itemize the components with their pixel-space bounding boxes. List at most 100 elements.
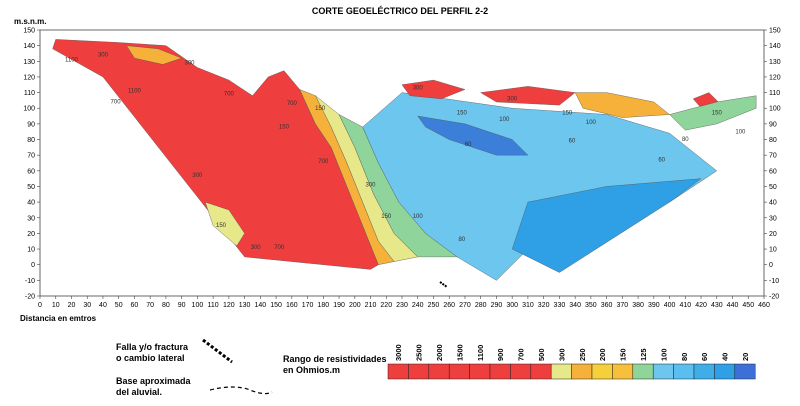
legend-swatch bbox=[714, 363, 736, 380]
contour-label: 1100 bbox=[65, 57, 79, 63]
contour-label: 60 bbox=[465, 142, 472, 148]
legend-swatch bbox=[632, 363, 654, 380]
fault-marker bbox=[439, 281, 448, 288]
color-legend: 3000 2500 2000 1500 1100 900 700 500 300 250 200 15… bbox=[387, 344, 756, 380]
x-tick-label: 330 bbox=[554, 302, 566, 309]
legend-swatch bbox=[550, 363, 572, 380]
legend-title-line2: en Ohmios.m bbox=[283, 365, 340, 375]
x-tick-label: 30 bbox=[83, 302, 91, 309]
x-tick-label: 350 bbox=[585, 302, 597, 309]
y-tick-label-right: 60 bbox=[769, 168, 777, 175]
x-tick-label: 130 bbox=[239, 302, 251, 309]
alluvial-label-line1: Base aproximada bbox=[116, 376, 192, 386]
legend-value: 250 bbox=[578, 348, 587, 361]
legend-value: 20 bbox=[741, 353, 750, 361]
contour-label: 300 bbox=[192, 173, 203, 179]
x-tick-label: 250 bbox=[428, 302, 440, 309]
y-tick-label-right: 90 bbox=[769, 121, 777, 128]
x-tick-label: 290 bbox=[491, 302, 503, 309]
legend-value: 2000 bbox=[435, 344, 444, 361]
contour-label: 300 bbox=[98, 53, 109, 59]
y-tick-label-left: 30 bbox=[27, 215, 35, 222]
contour-label: 300 bbox=[185, 60, 196, 66]
x-tick-label: 180 bbox=[317, 302, 329, 309]
x-tick-label: 40 bbox=[99, 302, 107, 309]
legend-value: 60 bbox=[700, 353, 709, 361]
alluvial-label-line2: del aluvial. bbox=[116, 387, 162, 397]
legend-value: 40 bbox=[721, 353, 730, 361]
x-tick-label: 270 bbox=[459, 302, 471, 309]
y-tick-label-right: 20 bbox=[769, 231, 777, 238]
y-tick-label-left: 0 bbox=[31, 262, 35, 269]
contour-label: 150 bbox=[562, 110, 573, 116]
zone-red-left bbox=[52, 39, 379, 270]
y-tick-label-right: 50 bbox=[769, 184, 777, 191]
alluvial-base-symbol bbox=[209, 386, 273, 395]
x-tick-label: 280 bbox=[475, 302, 487, 309]
y-tick-label-left: -10 bbox=[25, 278, 35, 285]
x-tick-label: 140 bbox=[255, 302, 267, 309]
zone-red-top-right bbox=[480, 86, 576, 106]
x-tick-label: 380 bbox=[632, 302, 644, 309]
y-tick-label-left: 40 bbox=[27, 200, 35, 207]
x-tick-label: 0 bbox=[38, 302, 42, 309]
contour-label: 100 bbox=[499, 117, 510, 123]
y-tick-label-right: 130 bbox=[769, 59, 781, 66]
contour-label: 150 bbox=[216, 223, 227, 229]
contour-label: 700 bbox=[111, 100, 122, 106]
contour-label: 100 bbox=[586, 120, 597, 126]
contour-label: 150 bbox=[315, 106, 326, 112]
legend-value: 1100 bbox=[476, 345, 485, 361]
y-tick-label-right: 140 bbox=[769, 43, 781, 50]
y-tick-label-right: -10 bbox=[769, 278, 779, 285]
x-tick-label: 390 bbox=[648, 302, 660, 309]
legend-value: 900 bbox=[496, 348, 505, 361]
fault-label-line2: o cambio lateral bbox=[116, 353, 185, 363]
y-tick-label-right: 120 bbox=[769, 74, 781, 81]
x-tick-label: 190 bbox=[333, 302, 345, 309]
contour-label: 700 bbox=[274, 245, 285, 251]
zone-blue-deep bbox=[417, 115, 529, 156]
y-tick-label-right: -20 bbox=[769, 294, 779, 301]
legend-swatch bbox=[693, 363, 715, 380]
legend-swatch bbox=[612, 363, 634, 380]
legend-value: 500 bbox=[537, 348, 546, 361]
x-tick-label: 220 bbox=[380, 302, 392, 309]
x-tick-label: 300 bbox=[506, 302, 518, 309]
y-tick-label-left: 110 bbox=[24, 90, 35, 97]
x-tick-label: 240 bbox=[412, 302, 424, 309]
y-tick-label-left: 60 bbox=[27, 168, 35, 175]
x-tick-label: 160 bbox=[286, 302, 298, 309]
contour-label: 700 bbox=[318, 159, 329, 165]
x-tick-label: 420 bbox=[695, 302, 707, 309]
y-tick-label-left: 50 bbox=[27, 184, 35, 191]
x-tick-label: 410 bbox=[679, 302, 691, 309]
legend-value: 2500 bbox=[415, 344, 424, 361]
fault-line-symbol bbox=[202, 338, 233, 364]
y-tick-label-left: 130 bbox=[23, 59, 35, 66]
legend-swatch bbox=[448, 363, 470, 380]
x-tick-label: 440 bbox=[727, 302, 739, 309]
contour-label: 100 bbox=[413, 214, 424, 220]
x-tick-label: 90 bbox=[178, 302, 186, 309]
y-tick-label-left: 120 bbox=[23, 74, 35, 81]
contour-labels: 1100 300 300 1100 700 700 700 150 150 300 300 150 10… bbox=[65, 53, 746, 251]
legend-swatch bbox=[428, 363, 450, 380]
y-tick-label-left: 70 bbox=[27, 153, 35, 160]
legend-swatch bbox=[489, 363, 511, 380]
y-tick-label-left: 90 bbox=[27, 121, 35, 128]
zone-red-top-center bbox=[401, 79, 466, 100]
legend-value: 150 bbox=[619, 348, 628, 361]
x-tick-label: 210 bbox=[365, 302, 377, 309]
contour-label: 300 bbox=[251, 245, 262, 251]
contour-label: 80 bbox=[458, 237, 465, 243]
legend-value: 100 bbox=[659, 348, 668, 361]
x-tick-label: 450 bbox=[742, 302, 754, 309]
y-tick-label-left: 150 bbox=[23, 28, 35, 35]
x-tick-label: 260 bbox=[443, 302, 455, 309]
fault-label-line1: Falla y/o fractura bbox=[116, 342, 189, 352]
contour-label: 1100 bbox=[128, 89, 142, 95]
y-tick-label-right: 10 bbox=[769, 247, 777, 254]
x-tick-label: 50 bbox=[115, 302, 123, 309]
y-tick-label-left: -20 bbox=[25, 294, 35, 301]
